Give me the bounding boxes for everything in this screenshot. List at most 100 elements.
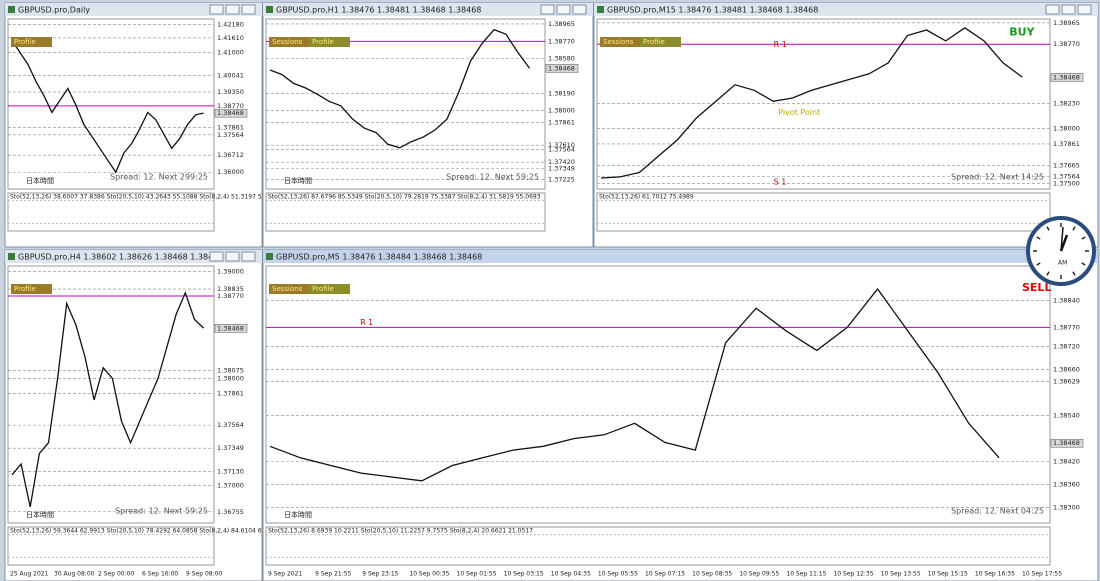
time-label: 9 Sep 23:15	[362, 571, 398, 578]
time-label: 2 Sep 00:00	[98, 571, 134, 578]
close-button[interactable]	[241, 251, 256, 262]
title-bar	[5, 3, 262, 16]
price-label: 1.38629	[1053, 377, 1080, 385]
spread-text: Spread: 12. Next 14:25	[951, 173, 1044, 182]
signal-label: SELL	[1022, 281, 1051, 294]
spread-text: Spread: 12. Next 59:25	[446, 173, 539, 182]
oscillator-label: Sto(52,13,26) 8.6939 10.2211 Sto(20,5,10…	[268, 528, 533, 535]
price-label: 1.37349	[548, 165, 575, 173]
price-label: 1.37861	[217, 124, 244, 132]
time-label: 6 Sep 16:00	[142, 571, 178, 578]
window-title: GBPUSD.pro,H4 1.38602 1.38626 1.38468 1.…	[18, 253, 223, 262]
close-button[interactable]	[1077, 4, 1092, 15]
price-label: 1.38540	[1053, 412, 1080, 420]
time-label: 10 Sep 17:55	[1022, 571, 1062, 578]
price-label: 1.38300	[1053, 504, 1080, 512]
oscillator-panel	[596, 192, 1051, 232]
jp-time-label: 日本時間	[26, 510, 54, 519]
maximize-button[interactable]	[556, 4, 571, 15]
time-label: 9 Sep 08:00	[186, 571, 222, 578]
close-button[interactable]	[572, 4, 587, 15]
price-label: 1.37420	[548, 158, 575, 166]
window-icon	[266, 253, 273, 260]
price-label: 1.38580	[548, 54, 575, 62]
tag-box	[269, 37, 315, 47]
price-label: 1.36755	[217, 508, 244, 516]
title-bar	[263, 250, 1098, 263]
price-label: 1.38770	[1053, 323, 1080, 331]
price-label: 1.41610	[217, 34, 244, 42]
oscillator-panel	[7, 526, 215, 566]
price-label: 1.37564	[217, 131, 244, 139]
window-title: GBPUSD.pro,M15 1.38476 1.38481 1.38468 1…	[607, 6, 818, 15]
tag-label: Sessions	[603, 38, 634, 46]
maximize-button[interactable]	[225, 251, 240, 262]
clock-label: AM	[1058, 260, 1067, 267]
oscillator-panel	[265, 526, 1051, 566]
tag-label: Sessions	[272, 38, 303, 46]
time-label: 25 Aug 2021	[10, 571, 49, 578]
price-label: 1.38360	[1053, 481, 1080, 489]
oscillator-label: Sto(52,13,26) 59.3644 62.9913 Sto(20,5,1…	[10, 528, 275, 535]
price-label: 1.37349	[217, 444, 244, 452]
oscillator-panel	[265, 192, 546, 232]
tag-label: Profile	[14, 285, 36, 293]
clock-tick	[1072, 271, 1076, 276]
clock-tick	[1072, 226, 1076, 231]
maximize-button[interactable]	[1061, 4, 1076, 15]
price-label: 1.38840	[1053, 297, 1080, 305]
time-label: 10 Sep 04:35	[551, 571, 591, 578]
time-label: 10 Sep 12:35	[834, 571, 874, 578]
tag-box	[269, 284, 315, 294]
current-price: 1.38468	[217, 109, 244, 117]
spread-text: Spread: 12. Next 59:25	[115, 507, 208, 516]
price-line	[11, 40, 204, 174]
price-label: 1.38965	[1053, 19, 1080, 27]
tag-box	[309, 284, 350, 294]
price-label: 1.38000	[1053, 125, 1080, 133]
spread-text: Spread: 12. Next 299:25	[110, 173, 208, 182]
price-line	[600, 27, 1023, 179]
clock-tick	[1081, 236, 1086, 240]
price-label: 1.37564	[548, 145, 575, 153]
time-label: 10 Sep 03:15	[504, 571, 544, 578]
window-icon	[266, 6, 273, 13]
tag-box	[309, 37, 350, 47]
price-line	[269, 287, 1000, 482]
price-label: 1.38230	[1053, 99, 1080, 107]
price-label: 1.38835	[217, 285, 244, 293]
title-bar	[594, 3, 1098, 16]
price-label: 1.39350	[217, 88, 244, 96]
price-label: 1.38965	[548, 20, 575, 28]
jp-time-label: 日本時間	[284, 176, 312, 185]
close-button[interactable]	[241, 4, 256, 15]
title-bar	[263, 3, 593, 16]
window-title: GBPUSD.pro,Daily	[18, 6, 90, 15]
minimize-button[interactable]	[209, 4, 224, 15]
price-label: 1.38420	[1053, 458, 1080, 466]
plot-area	[7, 18, 215, 190]
price-label: 1.36712	[217, 151, 244, 159]
price-label: 1.40041	[217, 71, 244, 79]
time-label: 10 Sep 09:55	[739, 571, 779, 578]
current-price-box	[1050, 438, 1084, 448]
annotation: R 1	[774, 40, 787, 49]
price-label: 1.38770	[217, 102, 244, 110]
plot-area	[596, 18, 1051, 190]
tag-box	[11, 37, 52, 47]
tag-label: Profile	[643, 38, 665, 46]
oscillator-label: Sto(52,13,26) 38.6007 37.8386 Sto(20,5,1…	[10, 194, 283, 201]
window-icon	[8, 6, 15, 13]
minimize-button[interactable]	[540, 4, 555, 15]
minimize-button[interactable]	[1045, 4, 1060, 15]
time-label: 10 Sep 16:35	[975, 571, 1015, 578]
tag-label: Profile	[14, 38, 36, 46]
price-label: 1.36000	[217, 168, 244, 176]
price-label: 1.37610	[548, 141, 575, 149]
clock-tick	[1036, 262, 1041, 266]
price-label: 1.38770	[217, 292, 244, 300]
maximize-button[interactable]	[225, 4, 240, 15]
minimize-button[interactable]	[209, 251, 224, 262]
price-line	[269, 28, 531, 149]
